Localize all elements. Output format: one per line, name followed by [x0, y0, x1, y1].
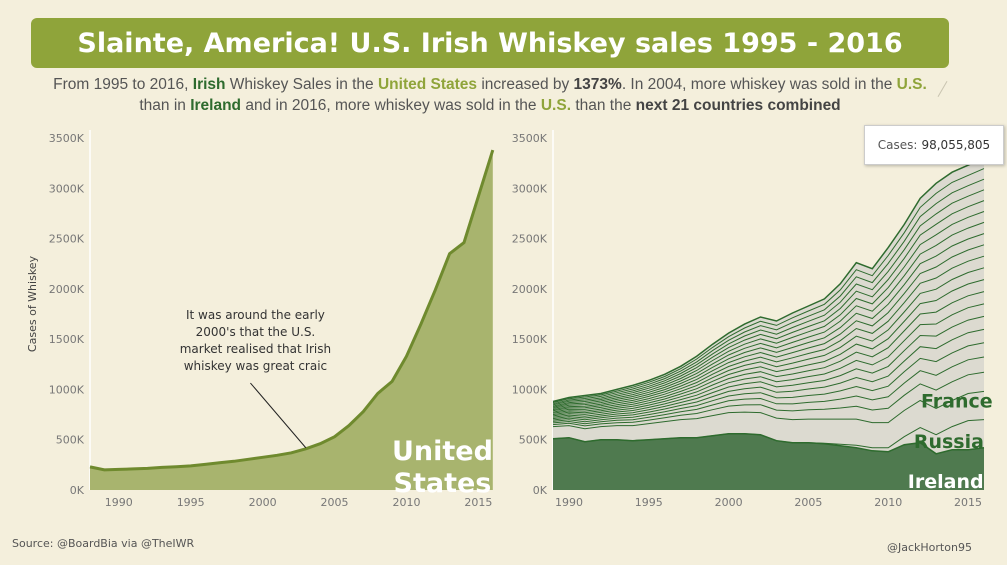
x-tick-label: 2000	[715, 496, 743, 509]
country-band-line	[552, 342, 985, 423]
russia-label: Russia	[914, 431, 984, 453]
country-band-line	[552, 255, 985, 413]
country-band-line	[552, 371, 985, 427]
ireland-area	[553, 433, 984, 490]
x-tick-label: 2005	[794, 496, 822, 509]
y-axis-label: Cases of Whiskey	[26, 255, 39, 352]
y-tick-label: 1500K	[512, 333, 548, 346]
us-sales-line	[89, 149, 495, 472]
subtitle-us: U.S.	[540, 97, 572, 114]
annotation-text: It was around the early	[186, 308, 325, 322]
country-band-line	[552, 168, 985, 404]
y-tick-label: 3000K	[49, 182, 85, 195]
france-label: France	[921, 391, 993, 413]
country-band-line	[552, 303, 985, 418]
page-title: Slainte, America! U.S. Irish Whiskey sal…	[77, 27, 903, 59]
y-tick-label: 2000K	[49, 283, 85, 296]
country-band-line	[552, 279, 985, 416]
x-tick-label: 2015	[464, 496, 492, 509]
x-tick-label: 2010	[392, 496, 420, 509]
tooltip-value: 98,055,805	[921, 138, 991, 152]
subtitle-text: From 1995 to 2016,	[53, 76, 193, 93]
y-tick-label: 500K	[56, 434, 85, 447]
x-tick-label: 2005	[321, 496, 349, 509]
country-band-line	[552, 178, 985, 405]
x-tick-label: 1995	[177, 496, 205, 509]
country-band-line	[552, 221, 985, 409]
subtitle-text: than in	[139, 97, 191, 114]
subtitle-text: than the	[571, 97, 636, 114]
france-top-line	[552, 390, 985, 430]
title-banner: Slainte, America! U.S. Irish Whiskey sal…	[31, 18, 949, 68]
ireland-label: Ireland	[908, 471, 984, 493]
country-band-line	[552, 356, 985, 425]
subtitle-percent: 1373%	[573, 76, 622, 93]
x-tick-label: 2000	[249, 496, 277, 509]
y-tick-label: 2000K	[512, 283, 548, 296]
country-band-line	[552, 328, 985, 421]
subtitle-text: increased by	[477, 76, 574, 93]
x-tick-label: 2010	[874, 496, 902, 509]
y-tick-label: 0K	[533, 484, 548, 497]
annotation-pointer	[250, 382, 307, 449]
us-series-label: United	[392, 436, 493, 467]
subtitle-next21: next 21 countries combined	[635, 97, 841, 114]
other-countries-area	[553, 158, 984, 454]
x-tick-label: 1990	[105, 496, 133, 509]
subtitle-irish: Irish	[192, 76, 226, 93]
y-tick-label: 3500K	[49, 132, 85, 145]
y-tick-label: 0K	[70, 484, 85, 497]
subtitle-us: U.S.	[896, 76, 927, 93]
y-tick-label: 3000K	[512, 182, 548, 195]
country-band-line	[552, 233, 985, 411]
country-band-line	[552, 211, 985, 408]
y-tick-label: 2500K	[49, 233, 85, 246]
y-tick-label: 1000K	[512, 383, 548, 396]
subtitle: From 1995 to 2016, Irish Whiskey Sales i…	[40, 74, 940, 116]
x-tick-label: 1990	[555, 496, 583, 509]
country-band-line	[552, 189, 985, 406]
country-band-line	[552, 200, 985, 407]
annotation-text: 2000's that the U.S.	[196, 325, 316, 339]
annotation-text: market realised that Irish	[180, 342, 331, 356]
us-sales-area	[90, 150, 493, 490]
y-tick-label: 500K	[519, 434, 548, 447]
y-tick-label: 1500K	[49, 333, 85, 346]
tooltip-label: Cases:	[877, 138, 918, 152]
country-band-line	[552, 291, 985, 417]
us-series-label: States	[394, 468, 492, 499]
subtitle-text: . In 2004, more whiskey was sold in the	[621, 76, 897, 93]
total-top-line	[552, 157, 985, 403]
subtitle-text: Whiskey Sales in the	[225, 76, 378, 93]
annotation-text: whiskey was great craic	[184, 359, 327, 373]
y-tick-label: 1000K	[49, 383, 85, 396]
country-band-line	[552, 315, 985, 420]
subtitle-ireland: Ireland	[190, 97, 242, 114]
x-tick-label: 1995	[635, 496, 663, 509]
subtitle-text: and in 2016, more whiskey was sold in th…	[241, 97, 541, 114]
x-tick-label: 2015	[954, 496, 982, 509]
subtitle-united-states: United States	[377, 76, 478, 93]
country-band-line	[552, 267, 985, 414]
y-tick-label: 3500K	[512, 132, 548, 145]
country-band-line	[552, 244, 985, 412]
tooltip: Cases: 98,055,805	[864, 125, 1004, 165]
ireland-top-line	[552, 432, 985, 455]
y-tick-label: 2500K	[512, 233, 548, 246]
author-credit: @JackHorton95	[887, 541, 972, 554]
source-note: Source: @BoardBia via @TheIWR	[12, 537, 195, 550]
